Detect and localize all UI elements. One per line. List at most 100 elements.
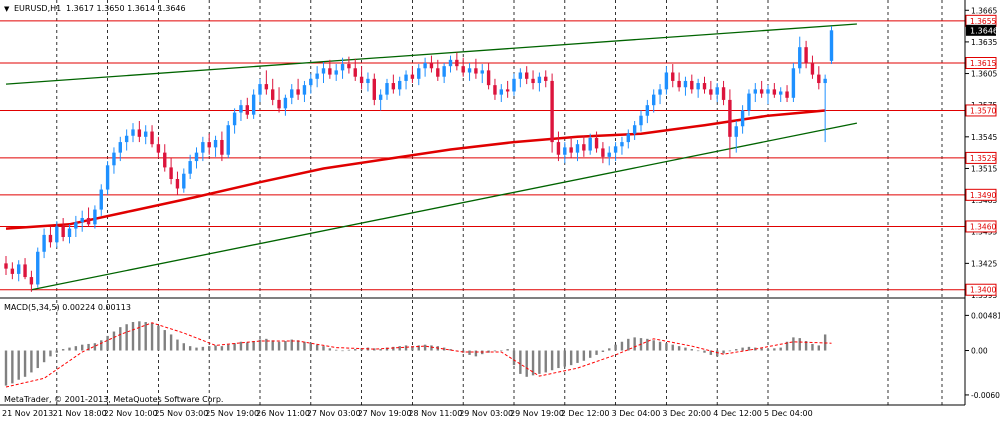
histogram-bar xyxy=(11,350,14,384)
candle-body xyxy=(550,80,554,143)
candle xyxy=(518,68,523,88)
x-tick-label: 25 Nov 03:00 xyxy=(154,409,208,418)
candle-body xyxy=(607,152,611,157)
histogram-bar xyxy=(582,350,586,361)
candle-body xyxy=(42,234,46,252)
histogram-bar xyxy=(779,347,782,351)
candle-body xyxy=(652,94,656,106)
candle-body xyxy=(715,87,719,95)
histogram-bar xyxy=(23,350,27,377)
candle xyxy=(315,66,319,88)
candle xyxy=(67,224,72,244)
candle-body xyxy=(315,73,319,79)
candle-body xyxy=(372,78,376,100)
symbol-marker-icon[interactable]: ▼ xyxy=(4,5,10,13)
candle-body xyxy=(175,179,180,189)
histogram-bar xyxy=(335,349,338,351)
candle xyxy=(188,154,192,179)
histogram-bar xyxy=(620,341,624,351)
macd-y-tick-label: 0.00 xyxy=(971,347,988,356)
histogram-bar xyxy=(17,350,20,380)
histogram-bar xyxy=(538,350,541,374)
candle-body xyxy=(271,89,275,100)
candle xyxy=(232,108,237,134)
histogram-bar xyxy=(42,350,46,363)
ohlc-values: 1.3617 1.3650 1.3614 1.3646 xyxy=(66,4,186,13)
candle xyxy=(144,125,148,145)
histogram-bar xyxy=(773,348,776,351)
histogram-bar xyxy=(176,339,179,351)
histogram-bar xyxy=(296,340,300,351)
candle-body xyxy=(753,89,757,94)
candle xyxy=(137,121,142,143)
x-tick-label: 4 Dec 12:00 xyxy=(713,409,762,418)
histogram-bar xyxy=(195,347,198,351)
histogram-bar xyxy=(233,343,236,351)
histogram-bar xyxy=(144,322,147,351)
candle-body xyxy=(124,135,129,143)
candle xyxy=(283,94,288,116)
level-label-box xyxy=(965,104,997,117)
candle-body xyxy=(690,80,694,90)
candle xyxy=(829,26,834,65)
candle xyxy=(575,139,580,162)
candle-body xyxy=(137,129,142,137)
histogram-bar xyxy=(595,350,598,355)
histogram-bar xyxy=(385,347,389,351)
histogram-bar xyxy=(36,350,39,369)
candle-body xyxy=(601,148,605,157)
candle-body xyxy=(759,89,764,94)
candle xyxy=(105,161,110,195)
histogram-bar xyxy=(360,348,363,351)
macd-y-tick-label: -0.00608 xyxy=(971,391,1000,400)
candle-body xyxy=(398,80,402,90)
histogram-bar xyxy=(404,345,408,351)
candle-body xyxy=(829,30,834,61)
candle xyxy=(442,63,446,84)
candle xyxy=(804,40,808,69)
candle-body xyxy=(290,89,294,98)
x-tick-label: 21 Nov 2013 xyxy=(2,409,53,418)
candle-body xyxy=(99,189,103,210)
histogram-bar xyxy=(722,350,725,354)
histogram-bar xyxy=(493,350,497,352)
candle-body xyxy=(556,142,561,155)
candle-body xyxy=(499,89,503,95)
candle-body xyxy=(347,64,351,69)
candle xyxy=(645,99,650,124)
candle xyxy=(410,66,415,84)
candle xyxy=(372,73,376,106)
candle-body xyxy=(328,68,332,75)
histogram-bar xyxy=(563,350,566,367)
candle-body xyxy=(93,209,97,225)
candle-body xyxy=(429,63,434,69)
candle xyxy=(791,63,796,103)
candle-body xyxy=(340,64,345,71)
histogram-bar xyxy=(690,349,693,351)
histogram-bar xyxy=(442,347,446,351)
candle-body xyxy=(61,226,65,237)
x-tick-label: 29 Nov 19:00 xyxy=(510,409,564,418)
candle-body xyxy=(620,142,624,147)
candle xyxy=(55,221,59,248)
histogram-bar xyxy=(379,349,382,351)
y-tick-label: 1.3665 xyxy=(971,6,997,15)
histogram-bar xyxy=(119,327,122,351)
histogram-bar xyxy=(227,344,230,351)
candle-body xyxy=(505,89,510,92)
candle xyxy=(86,207,91,227)
candle xyxy=(779,87,783,103)
candle-body xyxy=(569,147,573,153)
candle xyxy=(671,64,675,88)
candle-body xyxy=(404,74,408,81)
candle xyxy=(455,52,459,71)
candle-body xyxy=(258,84,262,95)
candle xyxy=(175,171,180,195)
candle xyxy=(696,78,700,98)
histogram-bar xyxy=(811,343,814,351)
candle xyxy=(194,147,199,169)
histogram-bar xyxy=(61,349,65,351)
candle-body xyxy=(385,83,389,95)
candle xyxy=(239,99,243,121)
